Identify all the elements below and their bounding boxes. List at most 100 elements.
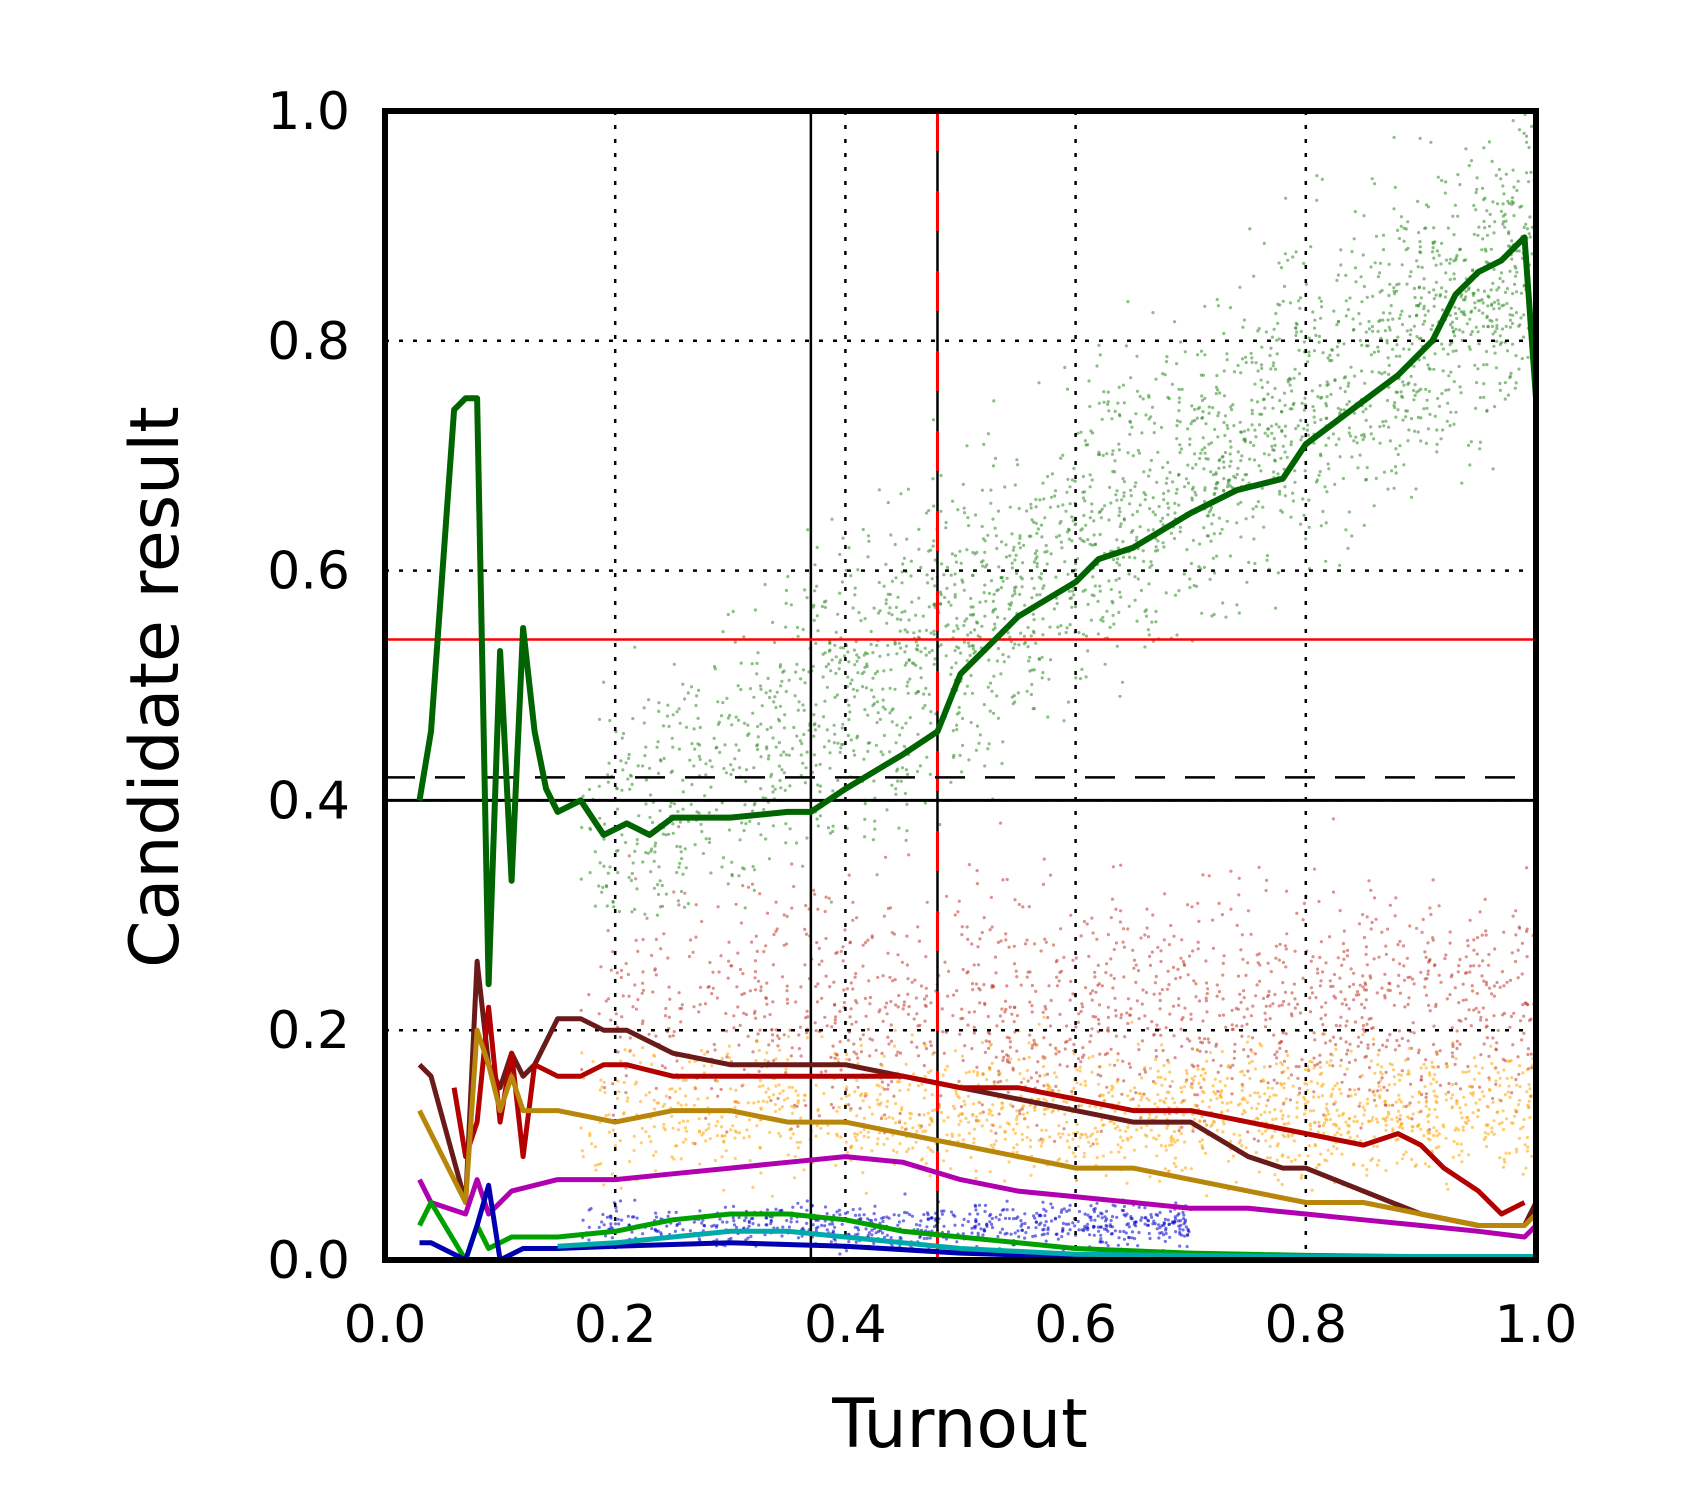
cloud-point [1482,382,1486,386]
cloud-point [1392,403,1396,408]
cloud-point [611,900,615,904]
cloud-point [1030,1043,1035,1047]
cloud-point [748,989,753,993]
cloud-point [1272,448,1276,452]
cloud-point [1128,1013,1132,1017]
cloud-point [1097,343,1101,347]
cloud-point [895,723,899,727]
cloud-point [1354,435,1358,439]
cloud-point [764,996,769,1001]
cloud-point [1499,177,1503,181]
cloud-point [844,1088,848,1092]
cloud-point [1211,1084,1215,1088]
cloud-point [1529,1094,1533,1098]
cloud-point [1448,313,1452,317]
cloud-point [1478,395,1482,400]
cloud-point [1090,593,1094,597]
cloud-point [1135,509,1139,514]
cloud-point [939,1094,943,1098]
cloud-point [1424,1066,1428,1070]
cloud-point [1441,347,1445,351]
cloud-point [1483,897,1487,902]
cloud-point [1122,494,1126,498]
cloud-point [1484,1144,1489,1149]
cloud-point [704,1116,708,1120]
cloud-point [927,692,931,697]
cloud-point [1131,454,1135,458]
cloud-point [774,745,778,749]
cloud-point [876,611,881,615]
cloud-point [1514,933,1518,937]
cloud-point [863,817,867,822]
cloud-point [897,826,901,830]
cloud-point [677,865,681,869]
cloud-point [680,857,684,861]
cloud-point [900,960,905,964]
cloud-point [1171,480,1175,484]
cloud-point [990,689,994,693]
cloud-point [959,1105,964,1109]
cloud-point [850,678,854,682]
cloud-point [1210,522,1214,526]
cloud-point [1364,330,1368,334]
cloud-point [1105,1085,1109,1089]
cloud-point [668,1096,672,1100]
cloud-point [1353,1058,1357,1062]
cloud-point [1428,412,1432,416]
cloud-point [799,677,803,681]
cloud-point [987,742,991,746]
cloud-point [1282,467,1286,471]
cloud-point [1229,1100,1233,1104]
cloud-point [1497,1098,1501,1102]
cloud-point [1391,347,1395,351]
cloud-point [1517,249,1521,253]
cloud-point [1212,612,1216,617]
cloud-point [929,1069,933,1073]
cloud-point [1190,1063,1194,1067]
cloud-point [1352,439,1356,443]
cloud-point [1246,1069,1250,1073]
cloud-point [1434,1099,1438,1103]
cloud-point [1079,1060,1083,1064]
cloud-point [1144,990,1149,995]
cloud-point [983,614,987,618]
cloud-point [1112,622,1116,626]
cloud-point [862,757,866,761]
cloud-point [681,790,685,794]
cloud-point [688,1060,692,1064]
cloud-point [815,584,819,588]
cloud-point [1131,1097,1135,1101]
cloud-point [1032,586,1036,591]
cloud-point [919,984,924,988]
cloud-point [744,780,748,784]
cloud-point [1296,1093,1300,1097]
cloud-point [1191,466,1195,470]
cloud-point [816,907,820,911]
cloud-point [1362,432,1366,436]
cloud-point [1359,1126,1363,1130]
cloud-point [1424,203,1429,207]
cloud-point [1248,1093,1252,1098]
cloud-point [1053,1139,1057,1143]
cloud-point [1318,1065,1323,1069]
cloud-point [1319,979,1323,983]
cloud-point [1120,680,1125,684]
cloud-point [740,821,744,825]
cloud-point [1483,226,1487,230]
cloud-point [1117,610,1121,615]
cloud-point [1021,561,1025,565]
cloud-point [888,750,892,754]
cloud-point [987,591,992,596]
cloud-point [1392,1075,1396,1079]
cloud-point [886,1035,890,1039]
cloud-point [1469,310,1473,314]
cloud-point [764,691,768,695]
cloud-point [804,1103,808,1108]
cloud-point [1001,579,1005,583]
cloud-point [1270,335,1274,339]
cloud-point [1110,417,1114,421]
cloud-point [1384,419,1388,423]
cloud-point [957,899,961,903]
cloud-point [1493,947,1497,951]
